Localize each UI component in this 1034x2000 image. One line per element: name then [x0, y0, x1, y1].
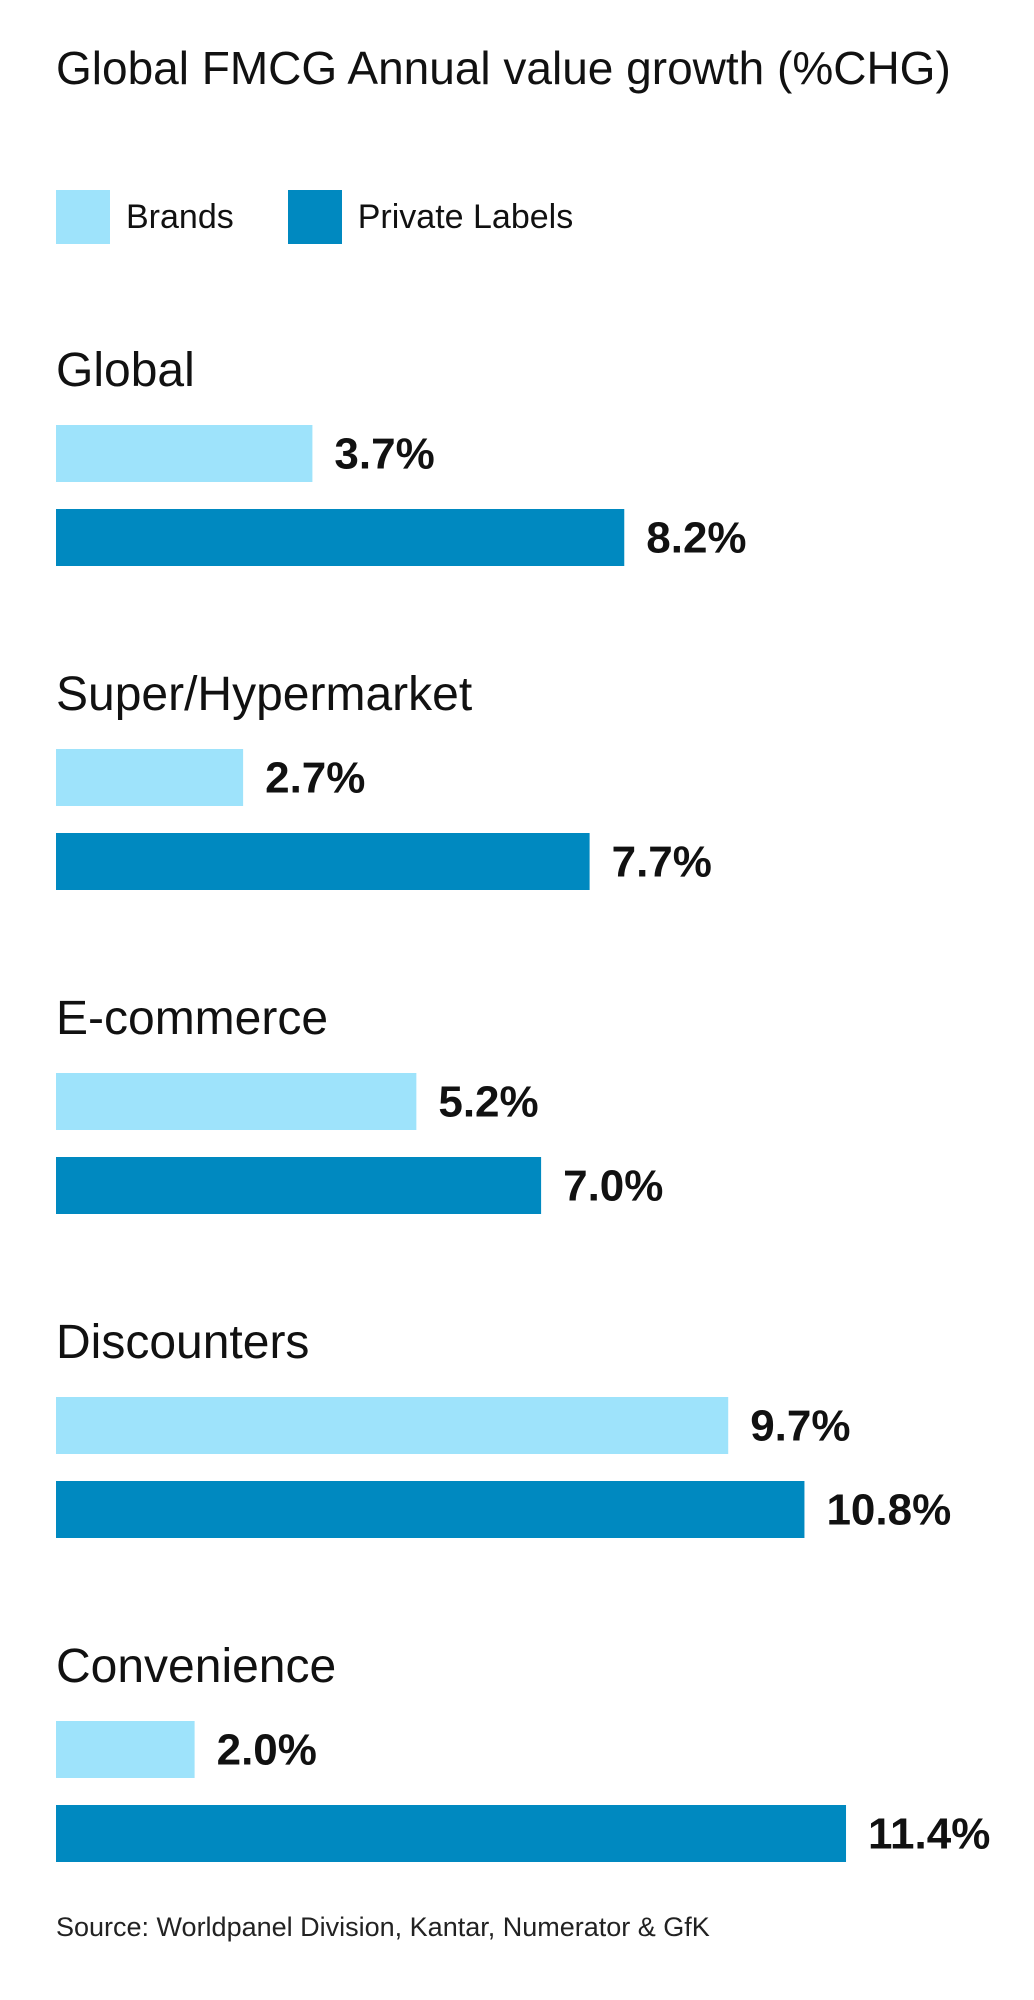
bar-super-hypermarket-private-labels — [56, 833, 590, 890]
value-label-global-brands: 3.7% — [334, 430, 434, 479]
category-label-super-hypermarket: Super/Hypermarket — [56, 668, 472, 721]
bar-convenience-private-labels — [56, 1805, 847, 1862]
value-label-super-hypermarket-private-labels: 7.7% — [612, 838, 712, 887]
legend: Brands Private Labels — [56, 190, 627, 244]
value-label-discounters-private-labels: 10.8% — [826, 1486, 951, 1535]
bar-discounters-private-labels — [56, 1481, 805, 1538]
bar-e-commerce-private-labels — [56, 1157, 542, 1214]
legend-item-private-labels: Private Labels — [287, 190, 574, 244]
value-label-convenience-brands: 2.0% — [217, 1726, 317, 1775]
value-label-global-private-labels: 8.2% — [646, 514, 746, 563]
category-label-convenience: Convenience — [56, 1640, 336, 1693]
bar-super-hypermarket-brands — [56, 749, 244, 806]
legend-item-brands: Brands — [56, 190, 234, 244]
value-label-e-commerce-brands: 5.2% — [438, 1078, 538, 1127]
bar-discounters-brands — [56, 1397, 729, 1454]
category-label-global: Global — [56, 344, 195, 397]
bar-e-commerce-brands — [56, 1073, 417, 1130]
category-label-e-commerce: E-commerce — [56, 992, 328, 1045]
value-label-convenience-private-labels: 11.4% — [868, 1810, 990, 1859]
bar-global-private-labels — [56, 509, 625, 566]
source-note: Source: Worldpanel Division, Kantar, Num… — [56, 1912, 710, 1942]
value-label-e-commerce-private-labels: 7.0% — [563, 1162, 663, 1211]
value-label-discounters-brands: 9.7% — [750, 1402, 850, 1451]
legend-swatch-private-labels — [287, 190, 342, 244]
value-label-super-hypermarket-brands: 2.7% — [265, 754, 365, 803]
chart-title: Global FMCG Annual value growth (%CHG) — [56, 42, 951, 94]
category-label-discounters: Discounters — [56, 1316, 309, 1369]
bar-global-brands — [56, 425, 313, 482]
legend-swatch-brands — [56, 190, 110, 244]
legend-label-brands: Brands — [126, 198, 234, 236]
legend-label-private-labels: Private Labels — [357, 198, 574, 236]
bar-convenience-brands — [56, 1721, 195, 1778]
